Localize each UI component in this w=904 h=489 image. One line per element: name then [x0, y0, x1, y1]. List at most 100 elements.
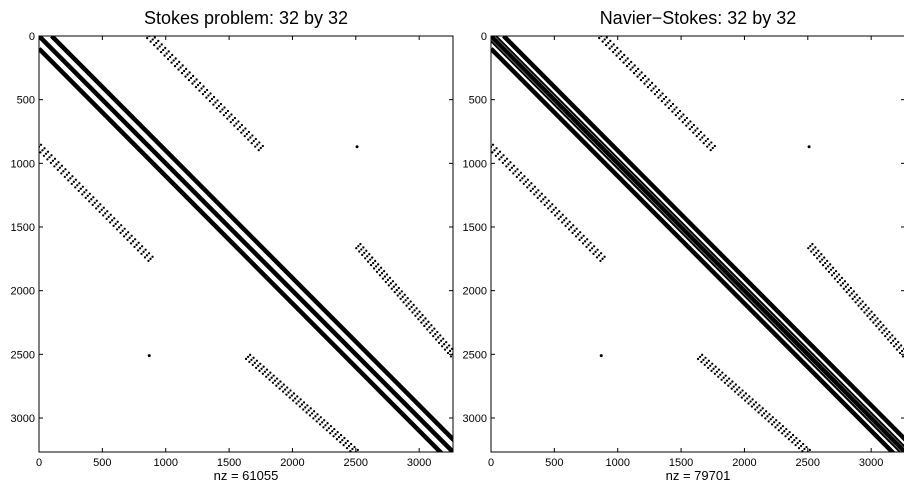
nonzero-dot	[826, 265, 830, 268]
nonzero-dot	[285, 393, 288, 396]
nonzero-dot	[317, 418, 320, 421]
nonzero-dot	[835, 275, 839, 278]
nonzero-dot	[402, 301, 405, 304]
y-tick-label: 3000	[463, 413, 487, 425]
x-tick-label: 2000	[280, 457, 304, 469]
nonzero-dot	[217, 104, 221, 108]
nonzero-dot	[163, 54, 166, 57]
nonzero-dot	[837, 273, 841, 276]
nonzero-dot	[768, 413, 771, 416]
nonzero-dot	[44, 152, 48, 155]
y-tick-label: 2000	[11, 286, 35, 298]
nonzero-dot	[369, 263, 373, 267]
nonzero-dot	[302, 401, 306, 404]
nonzero-dot	[505, 165, 508, 168]
nonzero-dot	[865, 309, 868, 312]
nonzero-dot	[818, 255, 821, 258]
nonzero-dot	[133, 238, 137, 241]
nonzero-dot	[560, 221, 564, 224]
nonzero-point-0	[147, 354, 151, 358]
nonzero-dot	[251, 134, 254, 137]
nonzero-dot	[676, 111, 680, 115]
nonzero-dot	[793, 438, 796, 442]
nonzero-dot	[215, 106, 219, 110]
nonzero-dot	[664, 95, 668, 99]
nonzero-dot	[771, 416, 774, 419]
nonzero-dot	[212, 103, 215, 106]
nonzero-dot	[53, 157, 57, 160]
nonzero-dot	[730, 387, 733, 390]
nonzero-dot	[410, 305, 413, 309]
nonzero-dot	[49, 161, 53, 165]
nonzero-dot	[226, 109, 230, 113]
nonzero-dot	[191, 82, 194, 85]
nonzero-dot	[263, 370, 267, 373]
nonzero-dot	[617, 52, 620, 55]
nonzero-dot	[240, 123, 244, 127]
nonzero-dot	[646, 85, 650, 89]
nonzero-dot	[359, 242, 362, 246]
nonzero-dot	[582, 234, 585, 237]
nonzero-dot	[493, 149, 496, 152]
nonzero-dot	[614, 48, 617, 52]
nonzero-dot	[861, 300, 864, 303]
nonzero-dot	[674, 113, 678, 117]
nonzero-dot	[119, 231, 122, 235]
nonzero-dot	[322, 426, 325, 429]
nonzero-dot	[559, 215, 562, 218]
nonzero-dot	[680, 115, 683, 118]
nonzero-dot	[136, 249, 140, 252]
nonzero-dot	[554, 214, 557, 217]
nonzero-dot	[610, 45, 613, 48]
nonzero-dot	[238, 125, 242, 129]
nonzero-dot	[407, 302, 410, 305]
nonzero-dot	[112, 224, 115, 228]
y-tick-label: 1500	[463, 222, 487, 234]
nonzero-dot	[678, 117, 681, 120]
nonzero-dot	[574, 235, 578, 238]
nonzero-dot	[312, 410, 316, 413]
nonzero-band-extra-1	[491, 39, 901, 452]
nonzero-dot	[699, 130, 703, 134]
nonzero-dot	[709, 148, 712, 152]
nonzero-dot	[39, 151, 42, 154]
nonzero-dot	[734, 383, 737, 386]
nonzero-dot	[848, 294, 851, 297]
nonzero-dot	[417, 318, 420, 321]
axes-box	[38, 35, 454, 453]
nonzero-dot	[261, 144, 264, 148]
nonzero-dot	[198, 89, 201, 92]
nonzero-dot	[329, 425, 333, 428]
nonzero-dot	[725, 379, 729, 382]
y-tick-label: 500	[469, 95, 487, 107]
nonzero-dot	[652, 87, 655, 90]
nonzero-dot	[281, 390, 285, 393]
nonzero-dot	[785, 427, 788, 431]
nonzero-dot	[178, 60, 181, 64]
nonzero-dot	[748, 395, 751, 398]
nonzero-dot	[622, 61, 625, 64]
nonzero-dot	[375, 270, 379, 273]
nonzero-dot	[205, 88, 209, 92]
nonzero-dot	[797, 446, 801, 450]
nonzero-dot	[128, 236, 131, 239]
nonzero-dot	[325, 429, 328, 432]
nonzero-dot	[809, 244, 812, 248]
nonzero-dot	[722, 376, 725, 379]
nonzero-dot	[372, 267, 376, 270]
nonzero-dot	[781, 425, 785, 428]
nonzero-dot	[269, 371, 272, 374]
nonzero-dot	[312, 417, 315, 420]
nonzero-dot	[568, 220, 571, 223]
nonzero-dot	[788, 430, 791, 434]
nonzero-dot	[643, 74, 647, 78]
nonzero-dot	[524, 180, 527, 183]
nonzero-dot	[791, 441, 794, 444]
nonzero-dot	[130, 234, 133, 237]
nonzero-dot	[374, 259, 377, 263]
nonzero-dot	[704, 356, 707, 359]
nonzero-dot	[56, 168, 60, 172]
nonzero-dot	[447, 344, 451, 347]
nonzero-dot	[345, 446, 349, 450]
nonzero-dot	[882, 324, 885, 327]
